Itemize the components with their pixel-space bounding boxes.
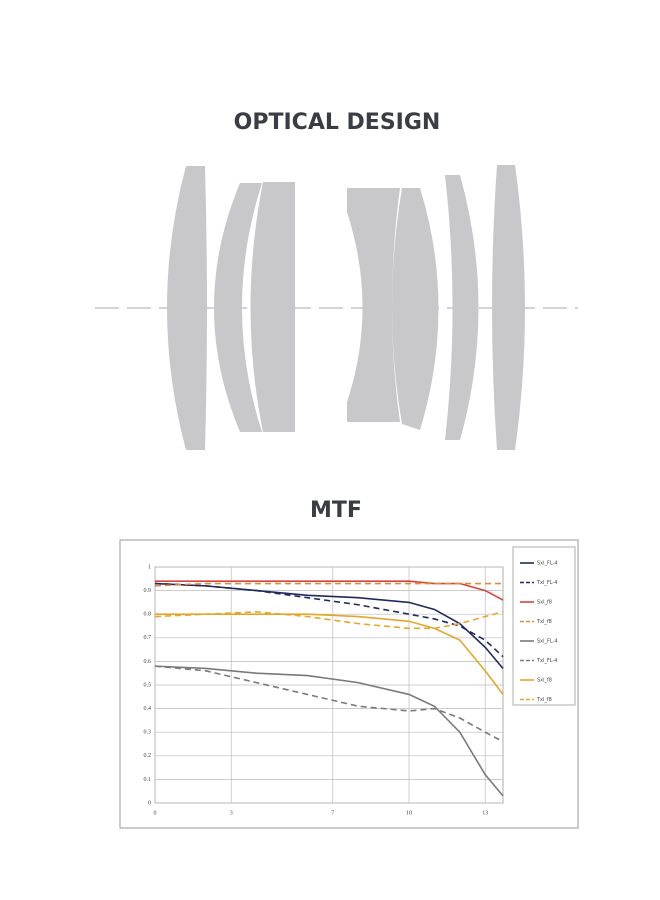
x-tick-label: 10 bbox=[406, 810, 412, 816]
x-tick-label: 7 bbox=[331, 810, 334, 816]
legend-label: Txl_f8 bbox=[536, 619, 552, 625]
y-tick-label: 0.4 bbox=[144, 706, 152, 712]
legend-label: Txl_f8 bbox=[536, 697, 552, 703]
y-tick-label: 0.1 bbox=[144, 777, 152, 783]
y-tick-label: 0.9 bbox=[144, 588, 152, 594]
y-tick-label: 0 bbox=[148, 800, 151, 806]
legend-label: Sxl_FL-4 bbox=[537, 561, 558, 567]
y-tick-label: 0.2 bbox=[144, 753, 152, 759]
lens-diagram bbox=[95, 165, 578, 450]
x-tick-label: 3 bbox=[230, 810, 233, 816]
x-tick-label: 0 bbox=[154, 810, 157, 816]
series-line bbox=[155, 580, 504, 601]
chart-title: MTF bbox=[310, 498, 362, 523]
y-tick-label: 0.8 bbox=[144, 612, 152, 618]
y-tick-label: 1 bbox=[148, 564, 151, 570]
legend-box bbox=[512, 546, 576, 706]
series-line bbox=[154, 582, 504, 658]
series-line bbox=[154, 582, 504, 669]
section-title: OPTICAL DESIGN bbox=[234, 110, 441, 135]
legend-label: Sxl_f8 bbox=[537, 600, 552, 606]
series-line bbox=[154, 665, 504, 797]
x-tick-label: 13 bbox=[482, 810, 488, 816]
y-tick-label: 0.5 bbox=[144, 682, 152, 688]
legend-label: Sxl_f8 bbox=[537, 678, 552, 684]
y-tick-label: 0.7 bbox=[144, 635, 152, 641]
chart-frame bbox=[119, 539, 579, 829]
series-line bbox=[154, 665, 504, 743]
legend-label: Txl_FL-4 bbox=[536, 580, 557, 586]
y-tick-label: 0.6 bbox=[144, 659, 152, 665]
y-tick-label: 0.3 bbox=[144, 730, 152, 736]
legend-label: Sxl_FL-4 bbox=[537, 639, 558, 645]
legend-label: Txl_FL-4 bbox=[536, 658, 557, 664]
series-line bbox=[155, 613, 504, 695]
